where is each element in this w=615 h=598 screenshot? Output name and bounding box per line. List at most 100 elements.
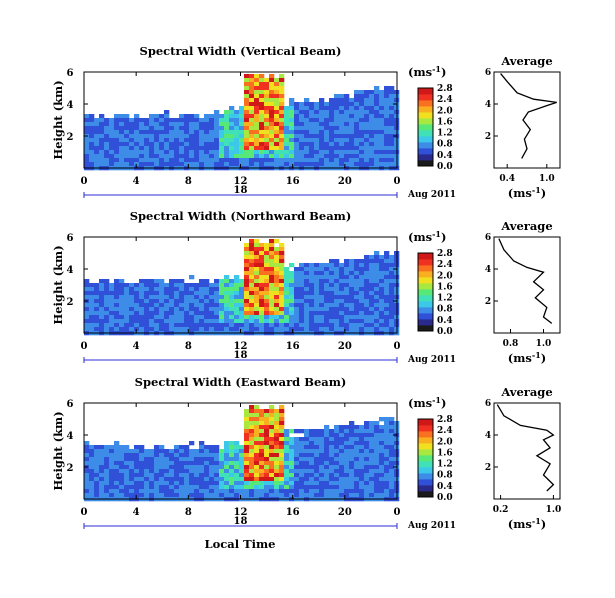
heatmap-cell <box>174 134 180 139</box>
heatmap-cell <box>149 303 155 308</box>
heatmap-cell <box>334 433 340 438</box>
x-tick-label: 8 <box>185 507 192 518</box>
heatmap-cell <box>159 469 165 474</box>
heatmap-cell <box>294 102 300 107</box>
heatmap-cell <box>219 453 225 458</box>
heatmap-cell <box>114 287 120 292</box>
heatmap-cell <box>249 86 255 91</box>
heatmap-cell <box>109 327 115 332</box>
heatmap-cell <box>224 481 230 486</box>
heatmap-cell <box>279 437 285 442</box>
heatmap-cell <box>139 154 145 159</box>
heatmap-cell <box>374 461 380 466</box>
heatmap-cell <box>349 319 355 324</box>
heatmap-cell <box>124 327 130 332</box>
heatmap-cell <box>384 465 390 470</box>
heatmap-cell <box>339 146 345 151</box>
heatmap-cell <box>339 158 345 163</box>
heatmap-cell <box>309 275 315 280</box>
heatmap-cell <box>164 485 170 490</box>
heatmap-cell <box>154 481 160 486</box>
heatmap-cell <box>239 299 245 304</box>
heatmap-cell <box>294 106 300 111</box>
heatmap-cell <box>329 461 335 466</box>
heatmap-cell <box>274 445 280 450</box>
heatmap-cell <box>129 489 135 494</box>
heatmap-cell <box>359 461 365 466</box>
heatmap-cell <box>194 319 200 324</box>
heatmap-cell <box>279 481 285 486</box>
heatmap-cell <box>229 299 235 304</box>
heatmap-cell <box>234 158 240 163</box>
heatmap-cell <box>304 118 310 123</box>
heatmap-cell <box>319 477 325 482</box>
heatmap-cell <box>319 315 325 320</box>
heatmap-cell <box>319 130 325 135</box>
heatmap-cell <box>279 122 285 127</box>
heatmap-cell <box>254 477 260 482</box>
heatmap-cell <box>309 481 315 486</box>
heatmap-cell <box>274 291 280 296</box>
heatmap-cell <box>319 303 325 308</box>
heatmap-cell <box>239 465 245 470</box>
heatmap-cell <box>94 445 100 450</box>
heatmap-cell <box>259 295 265 300</box>
heatmap-cell <box>229 481 235 486</box>
heatmap-cell <box>124 307 130 312</box>
heatmap-cell <box>199 146 205 151</box>
heatmap-cell <box>124 457 130 462</box>
heatmap-cell <box>344 425 350 430</box>
heatmap-cell <box>269 295 275 300</box>
heatmap-cell <box>269 465 275 470</box>
heatmap-cell <box>269 146 275 151</box>
heatmap-cell <box>329 315 335 320</box>
heatmap-cell <box>234 114 240 119</box>
heatmap-cell <box>349 421 355 426</box>
heatmap-cell <box>304 122 310 127</box>
heatmap-cell <box>249 429 255 434</box>
heatmap-cell <box>329 126 335 131</box>
heatmap-cell <box>384 146 390 151</box>
heatmap-cell <box>334 114 340 119</box>
heatmap-cell <box>194 118 200 123</box>
heatmap-cell <box>194 146 200 151</box>
heatmap-cell <box>164 481 170 486</box>
heatmap-cell <box>319 457 325 462</box>
heatmap-cell <box>169 307 175 312</box>
heatmap-cell <box>224 453 230 458</box>
heatmap-cell <box>299 267 305 272</box>
heatmap-cell <box>244 319 250 324</box>
heatmap-cell <box>324 138 330 143</box>
heatmap-cell <box>259 263 265 268</box>
heatmap-cell <box>209 114 215 119</box>
heatmap-cell <box>219 449 225 454</box>
heatmap-cell <box>364 485 370 490</box>
heatmap-cell <box>269 118 275 123</box>
heatmap-cell <box>274 319 280 324</box>
x-axis-label: Local Time <box>205 537 276 551</box>
heatmap-cell <box>294 295 300 300</box>
heatmap-cell <box>354 90 360 95</box>
heatmap-cell <box>184 461 190 466</box>
heatmap-cell <box>289 291 295 296</box>
heatmap-cell <box>199 481 205 486</box>
y-tick-label: 4 <box>67 100 74 111</box>
heatmap-cell <box>234 154 240 159</box>
heatmap-cell <box>309 122 315 127</box>
heatmap-cell <box>254 405 260 410</box>
profile-y-tick-label: 2 <box>485 297 491 307</box>
heatmap-cell <box>134 154 140 159</box>
heatmap-cell <box>364 469 370 474</box>
heatmap-cell <box>139 327 145 332</box>
heatmap-cell <box>274 138 280 143</box>
heatmap-cell <box>214 307 220 312</box>
heatmap-cell <box>144 126 150 131</box>
heatmap-cell <box>324 437 330 442</box>
heatmap-cell <box>309 307 315 312</box>
heatmap-cell <box>349 158 355 163</box>
heatmap-cell <box>224 319 230 324</box>
heatmap-cell <box>119 473 125 478</box>
heatmap-cell <box>254 473 260 478</box>
heatmap-cell <box>259 78 265 83</box>
heatmap-cell <box>309 138 315 143</box>
